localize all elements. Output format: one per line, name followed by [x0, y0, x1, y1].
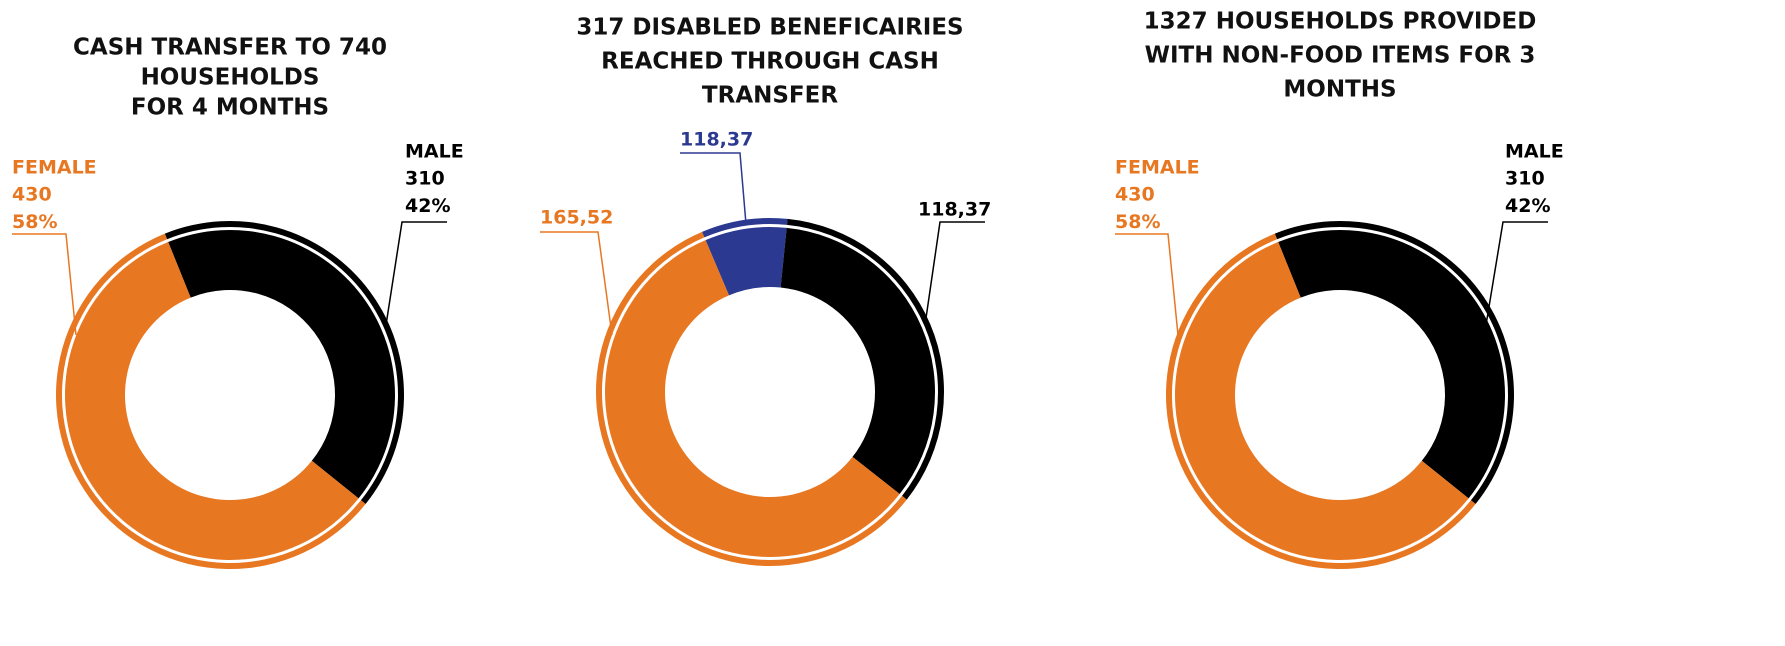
percent-value: 42	[405, 195, 431, 217]
outer-ring-segment	[702, 217, 788, 238]
percent-value: 58	[1115, 211, 1141, 233]
chart-title: HOUSEHOLDS	[141, 65, 320, 91]
segment-label: 118,37	[680, 129, 753, 151]
chart-title: CASH TRANSFER TO 740	[73, 35, 387, 61]
segment-label: 58%	[12, 211, 58, 233]
segment-label: 42%	[405, 195, 451, 217]
chart-title: TRANSFER	[702, 83, 838, 109]
segment-label: 430	[12, 184, 52, 206]
donut-segment	[705, 226, 787, 296]
segment-label: 310	[405, 168, 445, 190]
chart-title: MONTHS	[1283, 77, 1396, 103]
percent-sign: %	[38, 211, 57, 233]
leader-line	[1485, 221, 1548, 326]
segment-label: 118,37	[918, 199, 991, 221]
leader-line	[1115, 233, 1179, 336]
donut-segment	[1175, 242, 1469, 561]
outer-ring-segment	[1274, 221, 1515, 505]
chart-title: 1327 HOUSEHOLDS PROVIDED	[1144, 9, 1537, 35]
donut-segment	[780, 227, 935, 495]
chart-title: FOR 4 MONTHS	[131, 95, 329, 121]
leader-line	[385, 221, 447, 326]
donut-segment	[168, 230, 395, 499]
donut-segment	[604, 240, 900, 557]
percent-sign: %	[431, 195, 450, 217]
segment-label: 42%	[1505, 195, 1551, 217]
leader-line	[12, 233, 77, 336]
percent-sign: %	[1141, 211, 1160, 233]
segment-label: 165,52	[540, 207, 613, 229]
chart-title: REACHED THROUGH CASH	[601, 49, 939, 75]
leader-line	[924, 221, 985, 326]
percent-sign: %	[1531, 195, 1550, 217]
segment-label: MALE	[1505, 141, 1564, 163]
donut-segment	[64, 242, 359, 561]
outer-ring-segment	[786, 218, 944, 500]
segment-label: MALE	[405, 141, 464, 163]
outer-ring-segment	[164, 221, 404, 505]
percent-value: 58	[12, 211, 38, 233]
segment-label: 430	[1115, 184, 1155, 206]
segment-label: FEMALE	[12, 157, 97, 179]
segment-label: 58%	[1115, 211, 1161, 233]
percent-value: 42	[1505, 195, 1531, 217]
chart-title: WITH NON-FOOD ITEMS FOR 3	[1145, 43, 1536, 69]
chart-title: 317 DISABLED BENEFICAIRIES	[576, 15, 963, 41]
leader-line	[540, 231, 613, 336]
donut-segment	[1278, 230, 1505, 499]
leader-line	[680, 152, 747, 225]
segment-label: FEMALE	[1115, 157, 1200, 179]
segment-label: 310	[1505, 168, 1545, 190]
